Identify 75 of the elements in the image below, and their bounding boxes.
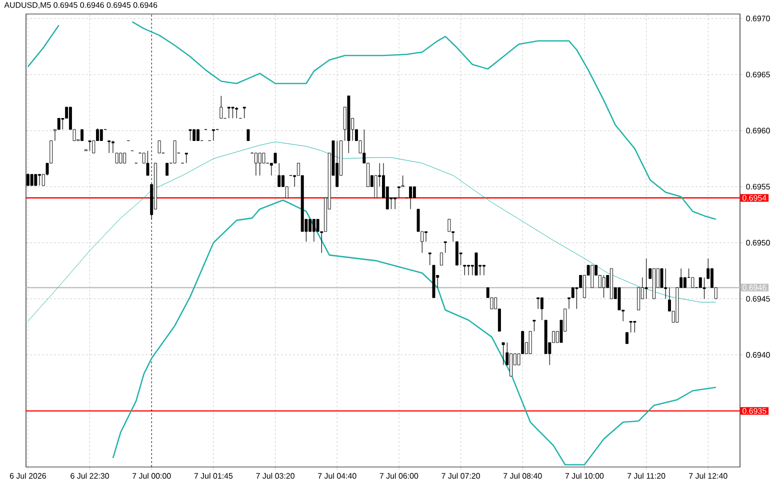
candlestick	[235, 106, 238, 119]
candlestick	[664, 268, 668, 300]
candlestick	[702, 277, 706, 300]
candlestick	[625, 332, 628, 344]
candlestick	[463, 264, 466, 276]
candlestick	[374, 175, 378, 198]
candlestick	[316, 218, 320, 232]
candlestick	[57, 118, 60, 130]
candlestick	[397, 186, 400, 198]
candlestick	[637, 287, 640, 310]
candlestick	[502, 342, 505, 366]
candlestick	[262, 152, 266, 164]
candlestick	[231, 106, 234, 119]
candlestick	[34, 174, 38, 186]
candlestick	[146, 150, 150, 176]
candlestick	[80, 129, 84, 141]
candlestick	[424, 231, 428, 242]
candlestick	[660, 268, 664, 288]
candlestick	[691, 277, 694, 288]
candlestick	[246, 129, 250, 142]
candlestick	[644, 258, 648, 300]
candlestick	[444, 241, 447, 254]
candlestick	[308, 218, 312, 232]
candlestick	[30, 174, 34, 186]
candlestick	[532, 320, 536, 332]
candlestick	[278, 162, 281, 187]
candlestick	[212, 129, 215, 142]
candlestick	[618, 287, 621, 310]
candlestick	[440, 252, 443, 266]
candlestick	[88, 140, 92, 152]
candlestick	[536, 297, 540, 310]
candlestick	[482, 264, 486, 276]
candlestick	[629, 320, 632, 333]
candlestick	[274, 152, 277, 164]
candlestick	[448, 218, 451, 232]
candlestick	[100, 129, 103, 142]
candlestick	[166, 162, 169, 176]
candlestick	[220, 96, 223, 119]
candlestick	[401, 175, 404, 187]
line-series	[112, 199, 716, 466]
candlestick	[158, 140, 161, 154]
candlestick	[602, 274, 606, 298]
candlestick	[683, 277, 686, 288]
candlestick	[227, 106, 230, 119]
candlestick	[394, 198, 397, 210]
candlestick	[474, 252, 478, 276]
candlestick	[173, 140, 176, 164]
candlestick	[571, 287, 574, 298]
candlestick	[111, 140, 114, 154]
candlestick	[455, 241, 458, 266]
candlestick	[409, 186, 412, 210]
candlestick	[119, 152, 122, 164]
candlestick	[123, 152, 126, 164]
candlestick	[38, 174, 42, 186]
candlestick	[115, 152, 118, 164]
candlestick	[336, 140, 339, 187]
candlestick	[510, 354, 513, 376]
candlestick	[254, 152, 258, 176]
candlestick	[312, 218, 316, 242]
candlestick	[184, 152, 188, 164]
candlestick	[528, 331, 532, 354]
candlestick	[192, 129, 196, 142]
candlestick	[258, 152, 262, 176]
candlestick	[188, 129, 192, 142]
candlestick	[412, 186, 416, 198]
candlestick	[428, 252, 432, 266]
candlestick	[540, 297, 544, 320]
candlestick	[590, 264, 594, 288]
candlestick	[467, 264, 470, 276]
candlestick	[698, 277, 702, 288]
candlestick	[108, 140, 111, 154]
candlestick	[242, 106, 246, 119]
candlestick	[196, 129, 200, 141]
line-series	[28, 142, 716, 322]
candlestick	[633, 320, 636, 333]
